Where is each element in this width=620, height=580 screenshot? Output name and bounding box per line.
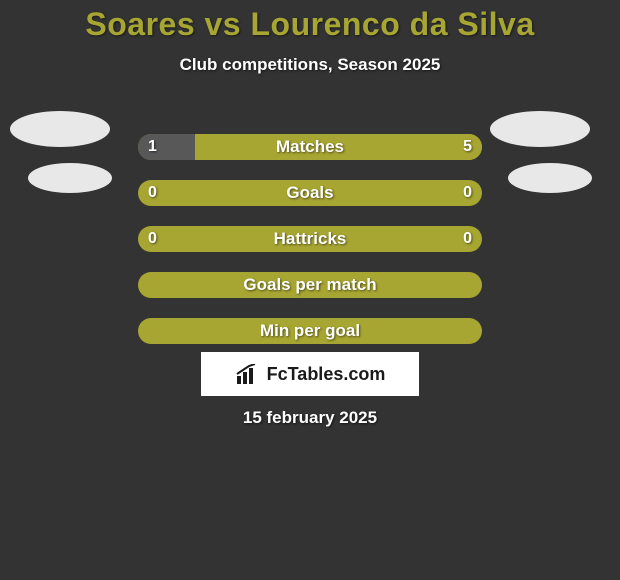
left-player-avatar [10,111,110,147]
stat-value-right: 0 [463,230,472,248]
stat-value-right: 0 [463,184,472,202]
date-text: 15 february 2025 [0,408,620,428]
subtitle: Club competitions, Season 2025 [0,55,620,75]
branding-text: FcTables.com [267,364,386,385]
comparison-infographic: Soares vs Lourenco da Silva Club competi… [0,0,620,580]
stat-row: Hattricks0 0 [0,216,620,262]
bar-right-fill [195,134,482,160]
bar-left-fill [138,134,195,160]
page-title: Soares vs Lourenco da Silva [0,0,620,43]
stat-row: Min per goal [0,308,620,354]
stat-rows: Matches15Goals00Hattricks00Goals per mat… [0,124,620,354]
stat-label: Goals [138,183,482,203]
stat-bar: Matches15 [138,134,482,160]
stat-bar: Goals per match [138,272,482,298]
stat-bar: Min per goal [138,318,482,344]
stat-value-left: 0 [148,184,157,202]
stat-label: Goals per match [138,275,482,295]
stat-row: Goals per match [0,262,620,308]
right-player-avatar [490,111,590,147]
stat-bar: Hattricks0 0 [138,226,482,252]
left-player-avatar [28,163,112,193]
stat-value-left: 0 [148,230,157,248]
right-player-avatar [508,163,592,193]
stat-label: Hattricks [138,229,482,249]
stat-bar: Goals0 0 [138,180,482,206]
stat-label: Min per goal [138,321,482,341]
branding-badge: FcTables.com [201,352,419,396]
bars-chart-icon [235,364,261,384]
